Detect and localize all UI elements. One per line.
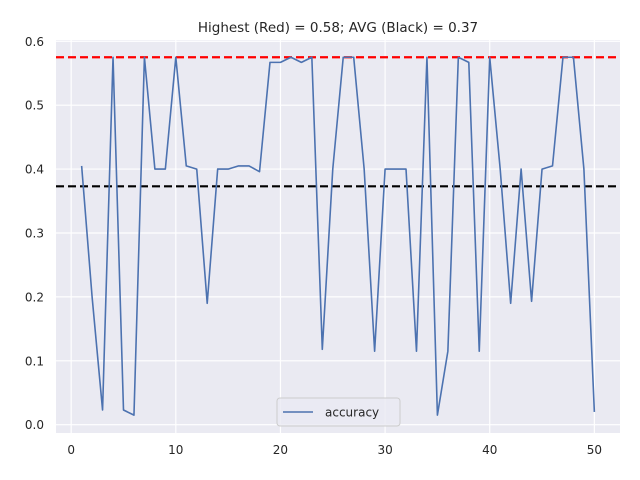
y-tick-label: 0.0	[25, 418, 44, 432]
y-tick-label: 0.1	[25, 354, 44, 368]
y-tick-label: 0.4	[25, 163, 44, 177]
x-tick-label: 20	[273, 443, 288, 457]
y-tick-label: 0.3	[25, 226, 44, 240]
x-tick-label: 30	[377, 443, 392, 457]
y-axis: 0.0 0.1 0.2 0.3 0.4 0.5 0.6	[25, 35, 44, 432]
plot-area	[56, 40, 620, 433]
y-tick-label: 0.6	[25, 35, 44, 49]
reference-lines	[56, 56, 620, 188]
accuracy-line	[80, 56, 596, 416]
y-tick-label: 0.2	[25, 290, 44, 304]
series-layer	[80, 56, 596, 416]
y-tick-label: 0.5	[25, 99, 44, 113]
x-tick-label: 0	[67, 443, 75, 457]
x-tick-label: 50	[587, 443, 602, 457]
chart-title: Highest (Red) = 0.58; AVG (Black) = 0.37	[198, 20, 478, 36]
x-axis: 0 10 20 30 40 50	[67, 443, 602, 457]
legend-box	[276, 397, 401, 427]
x-tick-label: 10	[168, 443, 183, 457]
legend-label: accuracy	[325, 406, 379, 420]
legend: accuracy	[276, 397, 401, 427]
x-tick-label: 40	[482, 443, 497, 457]
